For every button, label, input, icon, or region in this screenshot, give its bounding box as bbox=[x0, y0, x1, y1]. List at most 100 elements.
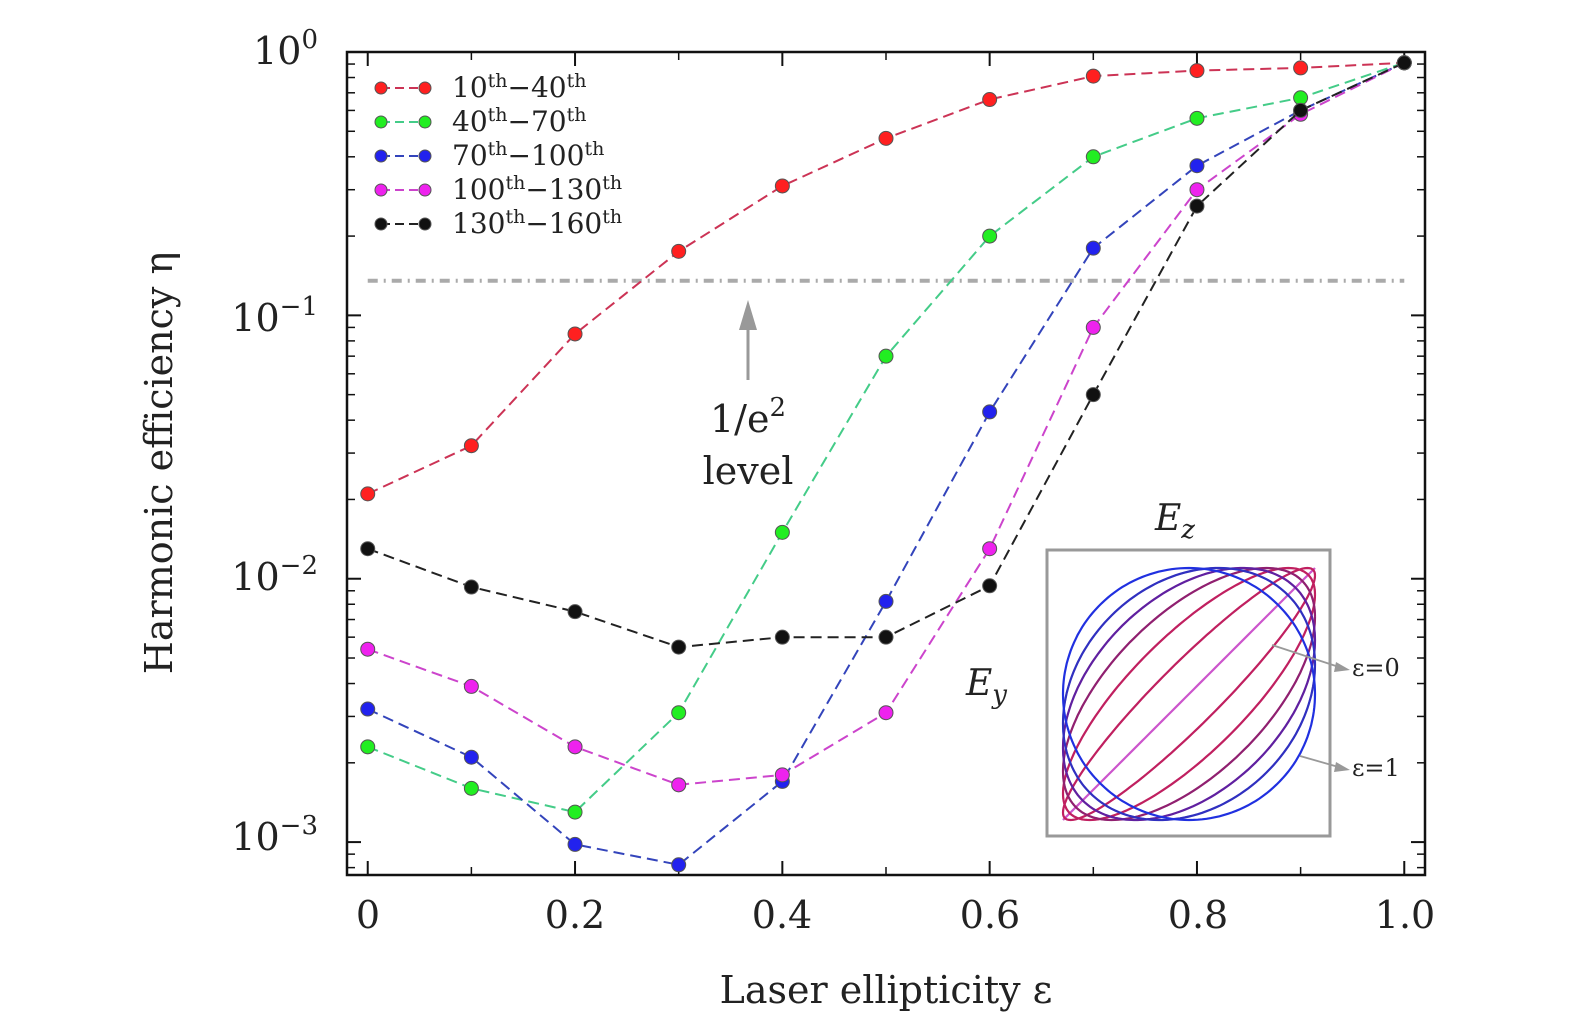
legend-dot bbox=[418, 149, 432, 163]
data-point bbox=[878, 348, 894, 364]
legend-marker bbox=[374, 183, 432, 197]
y-tick-label: 10−3 bbox=[231, 811, 318, 859]
legend-marker bbox=[374, 115, 432, 129]
y-axis-title: Harmonic efficiency η bbox=[137, 252, 181, 675]
inset-ellipse bbox=[1062, 567, 1316, 821]
legend-label: 10th−40th bbox=[452, 70, 587, 104]
data-point bbox=[360, 739, 376, 755]
legend-item: 10th−40th bbox=[374, 70, 587, 104]
y-tick-label: 10−1 bbox=[231, 292, 318, 340]
inset-pointer-eps0 bbox=[1271, 644, 1343, 669]
data-series bbox=[360, 55, 1412, 873]
legend-dot bbox=[374, 115, 388, 129]
inset-ellipse bbox=[1062, 567, 1316, 821]
legend-dot bbox=[418, 115, 432, 129]
inset-ez-label: Ez bbox=[1154, 498, 1195, 545]
legend-label: 40th−70th bbox=[452, 104, 587, 138]
legend-dot bbox=[418, 183, 432, 197]
inset-ey-label: Ey bbox=[965, 663, 1007, 710]
data-point bbox=[671, 639, 687, 655]
data-point bbox=[1085, 240, 1101, 256]
data-point bbox=[463, 579, 479, 595]
data-point bbox=[1189, 63, 1205, 79]
legend-label: 70th−100th bbox=[452, 138, 604, 172]
data-point bbox=[671, 777, 687, 793]
data-point bbox=[774, 524, 790, 540]
data-point bbox=[1189, 158, 1205, 174]
inset-pointer-eps0-head bbox=[1334, 662, 1350, 672]
data-point bbox=[671, 243, 687, 259]
y-tick-labels: 100 10−1 10−2 10−3 bbox=[231, 25, 318, 859]
data-point bbox=[982, 541, 998, 557]
data-point bbox=[878, 705, 894, 721]
legend-item: 100th−130th bbox=[374, 172, 622, 206]
inset-ellipse bbox=[1062, 567, 1316, 821]
legend-dot bbox=[374, 81, 388, 95]
data-point bbox=[567, 604, 583, 620]
data-point bbox=[982, 578, 998, 594]
data-point bbox=[774, 629, 790, 645]
data-point bbox=[1293, 102, 1309, 118]
series-0 bbox=[360, 55, 1412, 502]
data-point bbox=[1085, 149, 1101, 165]
polarization-inset: Ez Ey ε=0 ε=1 bbox=[965, 498, 1400, 838]
annotation-level: level bbox=[703, 449, 794, 493]
data-point bbox=[1293, 90, 1309, 106]
data-point bbox=[1189, 198, 1205, 214]
data-point bbox=[878, 130, 894, 146]
legend-dot bbox=[374, 183, 388, 197]
inset-ellipse bbox=[1062, 567, 1316, 821]
y-tick-label: 10−2 bbox=[231, 551, 318, 599]
legend-label: 130th−160th bbox=[452, 206, 622, 240]
annotation-ratio: 1/e2 bbox=[710, 393, 786, 441]
x-tick-label: 0.4 bbox=[752, 893, 812, 937]
legend-marker bbox=[374, 81, 432, 95]
data-point bbox=[1085, 319, 1101, 335]
data-point bbox=[567, 326, 583, 342]
x-tick-label: 0 bbox=[356, 893, 380, 937]
legend-label: 100th−130th bbox=[452, 172, 622, 206]
annotation-arrow-head bbox=[739, 300, 757, 330]
inset-eps1-label: ε=1 bbox=[1352, 754, 1400, 782]
inset-ellipses bbox=[1061, 566, 1317, 822]
legend: 10th−40th 40th−70th 70th−100th 100th−130… bbox=[374, 70, 622, 240]
data-point bbox=[567, 739, 583, 755]
data-point bbox=[1189, 182, 1205, 198]
legend-item: 70th−100th bbox=[374, 138, 604, 172]
series-line bbox=[367, 61, 1405, 866]
data-point bbox=[982, 228, 998, 244]
series-4 bbox=[360, 55, 1412, 655]
x-tick-label: 0.8 bbox=[1168, 893, 1228, 937]
x-tick-labels: 0 0.2 0.4 0.6 0.8 1.0 bbox=[356, 893, 1435, 937]
data-point bbox=[1396, 55, 1412, 71]
data-point bbox=[982, 92, 998, 108]
data-point bbox=[463, 780, 479, 796]
data-point bbox=[567, 804, 583, 820]
legend-dot bbox=[374, 217, 388, 231]
legend-dot bbox=[418, 217, 432, 231]
data-point bbox=[463, 438, 479, 454]
data-point bbox=[774, 767, 790, 783]
data-point bbox=[878, 593, 894, 609]
legend-item: 40th−70th bbox=[374, 104, 587, 138]
data-point bbox=[463, 749, 479, 765]
data-point bbox=[1085, 68, 1101, 84]
data-point bbox=[878, 629, 894, 645]
data-point bbox=[360, 701, 376, 717]
data-point bbox=[1085, 387, 1101, 403]
data-point bbox=[982, 404, 998, 420]
x-axis-title: Laser ellipticity ε bbox=[720, 968, 1053, 1012]
legend-marker bbox=[374, 217, 432, 231]
y-tick-label: 100 bbox=[253, 25, 318, 73]
data-point bbox=[360, 641, 376, 657]
inset-ellipse bbox=[1061, 566, 1317, 822]
legend-item: 130th−160th bbox=[374, 206, 622, 240]
legend-marker bbox=[374, 149, 432, 163]
legend-dot bbox=[418, 81, 432, 95]
inset-ellipse bbox=[1062, 567, 1316, 821]
inset-pointer-eps1 bbox=[1299, 755, 1343, 769]
data-point bbox=[567, 836, 583, 852]
data-point bbox=[360, 486, 376, 502]
legend-dot bbox=[374, 149, 388, 163]
